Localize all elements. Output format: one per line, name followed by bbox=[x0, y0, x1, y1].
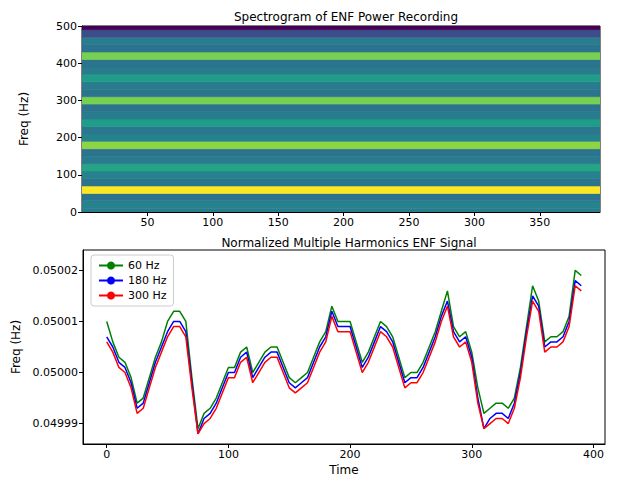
svg-text:300: 300 bbox=[461, 448, 482, 461]
svg-text:100: 100 bbox=[202, 216, 223, 229]
svg-text:150: 150 bbox=[268, 216, 289, 229]
svg-text:180 Hz: 180 Hz bbox=[128, 274, 167, 287]
svg-text:300: 300 bbox=[56, 94, 77, 107]
svg-text:Freq (Hz): Freq (Hz) bbox=[9, 320, 23, 374]
svg-text:Normalized Multiple Harmonics: Normalized Multiple Harmonics ENF Signal bbox=[221, 236, 476, 250]
svg-text:300 Hz: 300 Hz bbox=[128, 289, 167, 302]
svg-text:400: 400 bbox=[56, 57, 77, 70]
svg-text:0.05000: 0.05000 bbox=[33, 366, 79, 379]
svg-text:0: 0 bbox=[70, 206, 77, 219]
svg-text:200: 200 bbox=[340, 448, 361, 461]
svg-text:350: 350 bbox=[529, 216, 550, 229]
svg-text:200: 200 bbox=[56, 131, 77, 144]
svg-text:50: 50 bbox=[140, 216, 154, 229]
svg-text:0.05002: 0.05002 bbox=[33, 264, 79, 277]
svg-text:0: 0 bbox=[103, 448, 110, 461]
svg-text:60 Hz: 60 Hz bbox=[128, 259, 160, 272]
svg-text:100: 100 bbox=[218, 448, 239, 461]
svg-text:0.05001: 0.05001 bbox=[33, 315, 79, 328]
svg-text:Freq (Hz): Freq (Hz) bbox=[17, 92, 31, 146]
svg-text:100: 100 bbox=[56, 168, 77, 181]
svg-text:500: 500 bbox=[56, 20, 77, 33]
svg-text:Spectrogram of ENF Power Recor: Spectrogram of ENF Power Recording bbox=[234, 10, 458, 24]
svg-text:200: 200 bbox=[333, 216, 354, 229]
svg-text:Time: Time bbox=[328, 463, 358, 477]
svg-text:300: 300 bbox=[464, 216, 485, 229]
svg-text:400: 400 bbox=[583, 448, 604, 461]
svg-text:250: 250 bbox=[399, 216, 420, 229]
svg-text:0.04999: 0.04999 bbox=[33, 417, 79, 430]
